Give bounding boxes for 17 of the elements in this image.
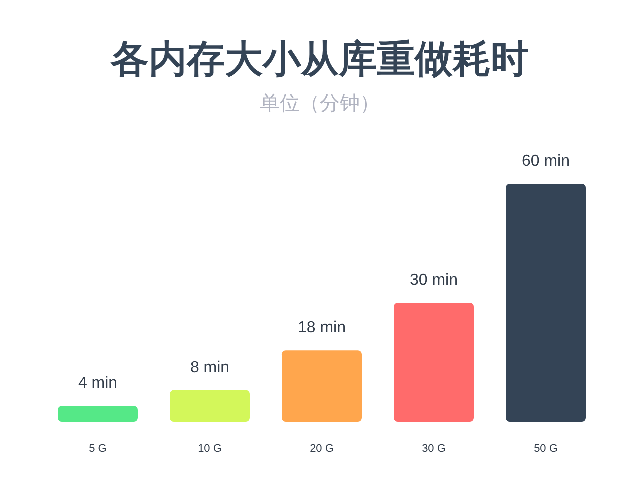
x-tick-label: 50 G xyxy=(534,443,558,455)
data-label: 30 min xyxy=(410,272,458,289)
x-tick-label: 5 G xyxy=(89,443,107,455)
x-tick-label: 20 G xyxy=(310,443,334,455)
data-label: 8 min xyxy=(190,359,230,376)
bar xyxy=(506,184,586,422)
x-tick-label: 30 G xyxy=(422,443,446,455)
chart-title: 各内存大小从库重做耗时 xyxy=(110,38,529,81)
x-tick-label: 10 G xyxy=(198,443,222,455)
bar xyxy=(394,303,474,422)
chart-subtitle: 单位（分钟） xyxy=(260,93,380,115)
data-label: 18 min xyxy=(298,320,346,337)
bar xyxy=(282,350,362,422)
data-label: 60 min xyxy=(522,153,570,170)
bar xyxy=(58,406,138,422)
data-label: 4 min xyxy=(78,375,118,392)
bar xyxy=(170,390,250,422)
